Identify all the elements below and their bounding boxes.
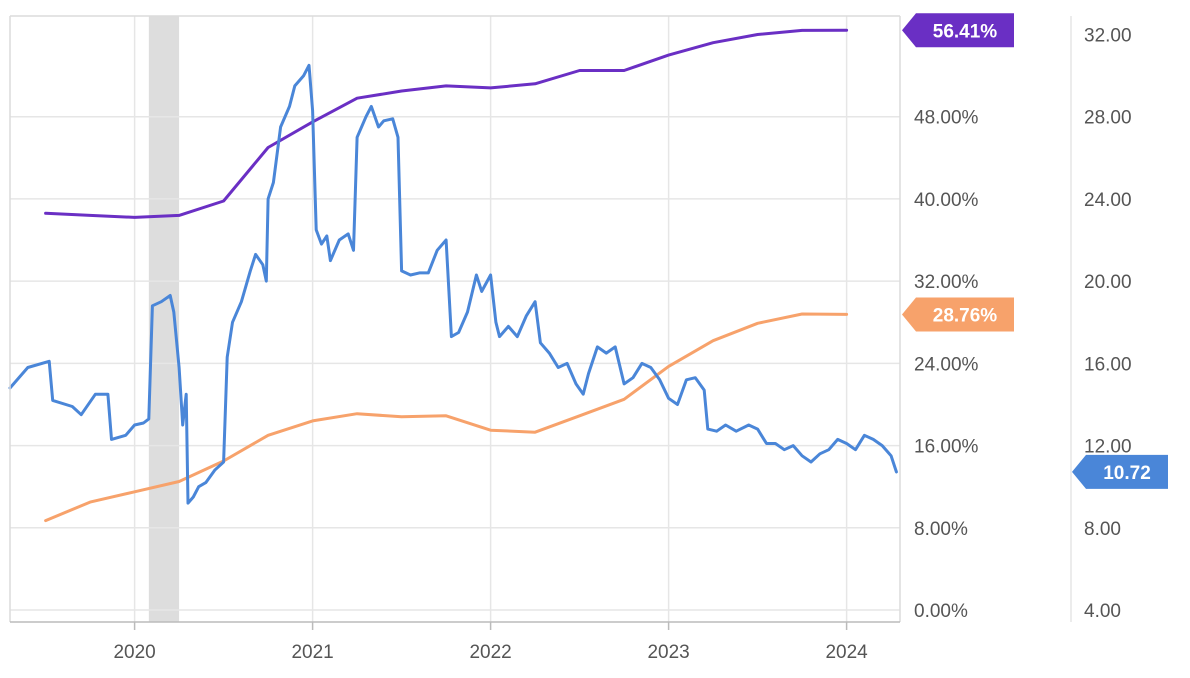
y-right-tick-label: 12.00 <box>1084 437 1132 458</box>
y-left-tick-label: 48.00% <box>914 108 979 129</box>
y-left-tick-label: 24.00% <box>914 354 979 375</box>
x-tick-label: 2020 <box>113 642 155 663</box>
series-orange-badge <box>902 297 1014 332</box>
axis-layer <box>9 15 1072 630</box>
y-right-tick-label: 8.00 <box>1084 519 1121 540</box>
series-layer <box>8 28 898 523</box>
series-purple-badge-label: 56.41% <box>933 21 998 42</box>
tick-label-layer: 0.00% 8.00% 16.00% 24.00% 32.00% 40.00% 48.00%… <box>113 26 1131 664</box>
x-tick-label: 2021 <box>291 642 333 663</box>
y-left-tick-label: 0.00% <box>914 601 968 622</box>
x-tick-label: 2024 <box>825 642 868 663</box>
series-blue-badge <box>1072 454 1168 489</box>
value-badge-layer: 56.41% 28.76% 10.72 <box>902 13 1168 489</box>
y-left-tick-label: 8.00% <box>914 519 968 540</box>
series-blue-badge-label: 10.72 <box>1103 463 1151 484</box>
y-right-tick-label: 4.00 <box>1084 601 1121 622</box>
series-orange-badge-label: 28.76% <box>933 305 998 326</box>
x-tick-label: 2023 <box>647 642 689 663</box>
x-tick-label: 2022 <box>469 642 511 663</box>
series-orange-line <box>44 312 849 523</box>
y-left-tick-label: 40.00% <box>914 190 979 211</box>
series-blue-line <box>8 63 898 505</box>
y-left-tick-label: 32.00% <box>914 272 979 293</box>
y-right-tick-label: 20.00 <box>1084 272 1132 293</box>
grid-layer <box>10 16 900 622</box>
series-purple-badge <box>902 13 1014 48</box>
y-right-tick-label: 32.00 <box>1084 26 1132 47</box>
series-purple-line <box>44 28 849 219</box>
y-right-tick-label: 24.00 <box>1084 190 1132 211</box>
y-right-tick-label: 28.00 <box>1084 108 1132 129</box>
y-right-tick-label: 16.00 <box>1084 354 1132 375</box>
y-left-tick-label: 16.00% <box>914 437 979 458</box>
